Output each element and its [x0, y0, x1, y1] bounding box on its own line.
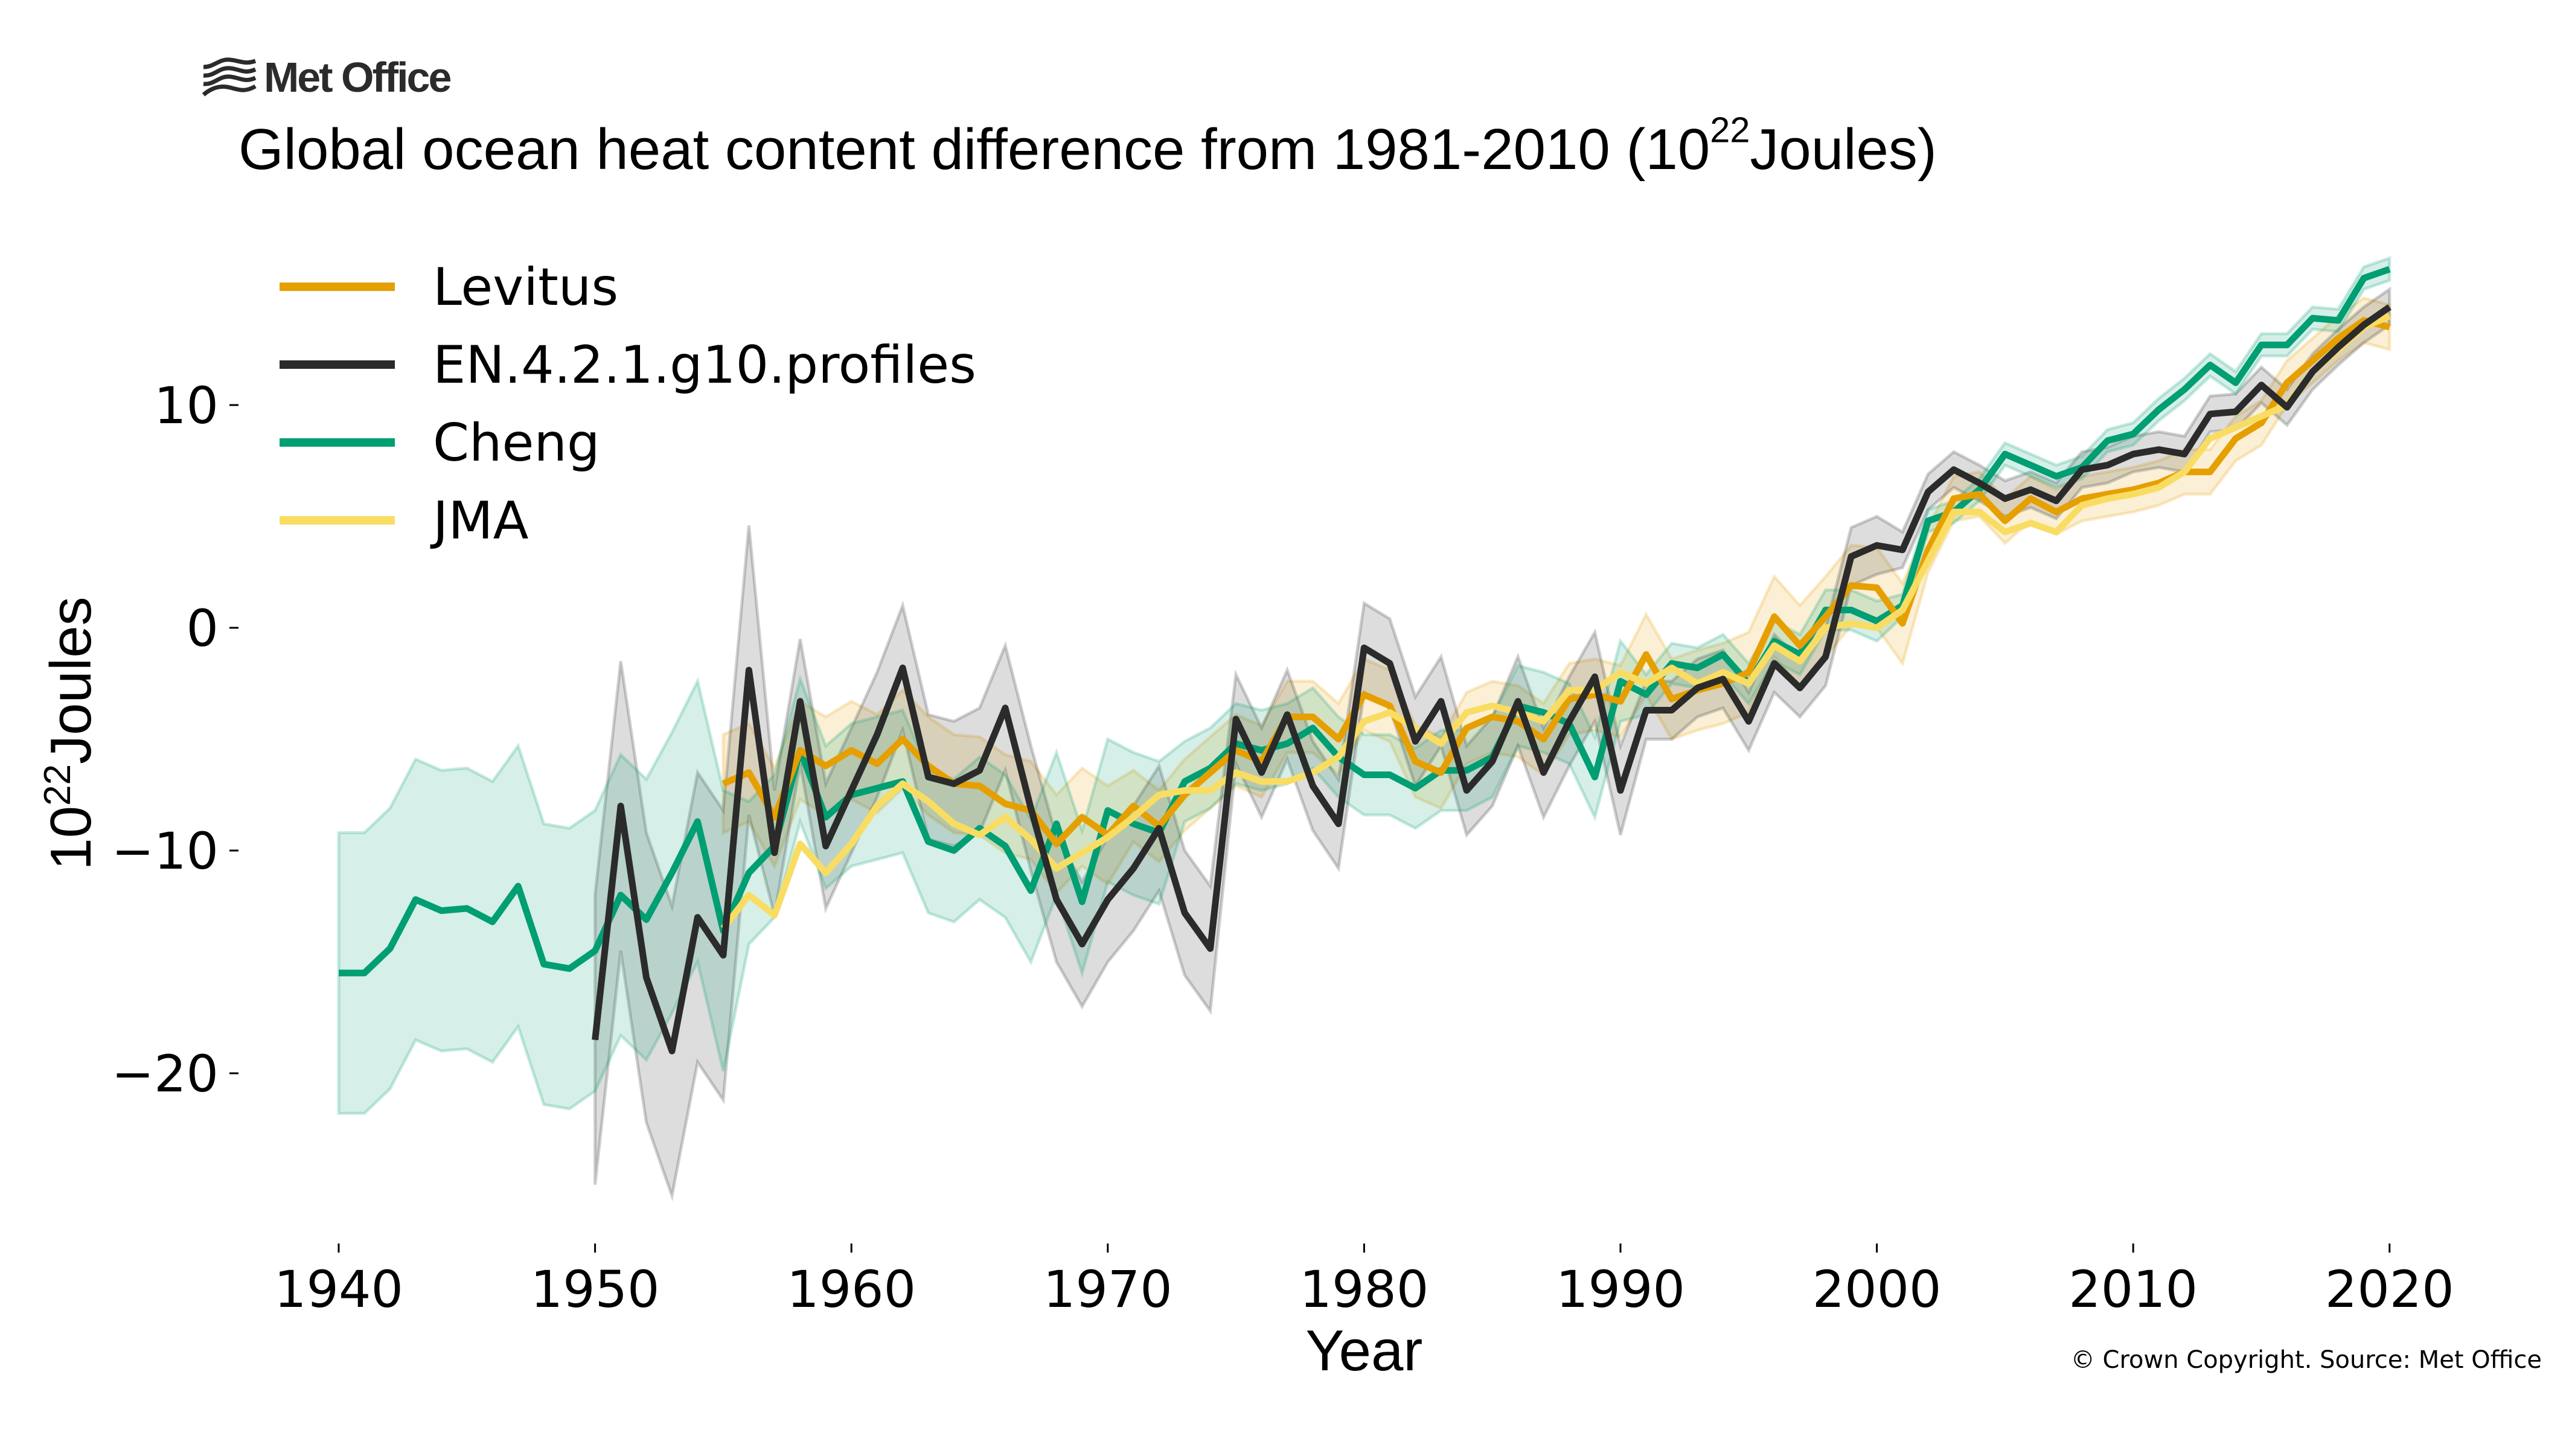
x-tick-label: 1970 [1043, 1260, 1172, 1319]
y-axis-title-exponent: 22 [37, 764, 78, 806]
series-line-levitus [721, 317, 2391, 848]
x-axis-title: Year [1305, 1318, 1422, 1383]
legend-item-jma: JMA [280, 491, 529, 551]
legend-label: JMA [430, 491, 529, 551]
y-tick-label: 0 [187, 599, 219, 658]
title-prefix: Global ocean heat content difference fro… [238, 117, 1710, 182]
legend-label: Levitus [433, 257, 618, 318]
legend-item-en-4-2-1-g10-profiles: EN.4.2.1.g10.profiles [280, 335, 976, 395]
copyright-notice: © Crown Copyright. Source: Met Office [2070, 1346, 2542, 1374]
y-axis-title-base: 10 [39, 806, 103, 870]
title-suffix: Joules) [1750, 117, 1937, 182]
title-exponent: 22 [1710, 109, 1750, 150]
legend-label: EN.4.2.1.g10.profiles [433, 335, 976, 395]
uncertainty-band-levitus [721, 296, 2391, 895]
legend-label: Cheng [433, 413, 600, 473]
y-axis-title-suffix: Joules [39, 596, 103, 764]
x-tick-label: 2000 [1812, 1260, 1942, 1319]
y-axis-title: 1022Joules [37, 596, 103, 870]
chart-title: Global ocean heat content difference fro… [238, 112, 1937, 184]
y-axis: 10 0 −10 −20 [112, 376, 238, 1103]
y-tick-label: −20 [112, 1044, 219, 1103]
series-line-cheng [339, 266, 2391, 977]
legend-item-levitus: Levitus [280, 257, 618, 318]
x-axis: 1940 1950 1960 1970 1980 1990 2000 2010 2020 [274, 1244, 2454, 1319]
x-tick-label: 2020 [2325, 1260, 2454, 1319]
series-line-en-4-2-1-g10-profiles [592, 304, 2391, 1055]
x-tick-label: 1960 [787, 1260, 916, 1319]
legend: Levitus EN.4.2.1.g10.profiles Cheng JMA [280, 257, 976, 551]
x-tick-label: 1980 [1300, 1260, 1429, 1319]
met-office-logo: Met Office [202, 53, 452, 101]
y-tick-label: −10 [112, 822, 219, 881]
x-tick-label: 1990 [1556, 1260, 1685, 1319]
series-line-jma [720, 313, 2391, 931]
y-tick-label: 10 [154, 376, 219, 435]
x-tick-label: 1940 [274, 1260, 403, 1319]
legend-item-cheng: Cheng [280, 413, 600, 473]
x-tick-label: 2010 [2068, 1260, 2198, 1319]
series-lines [339, 266, 2391, 1055]
x-tick-label: 1950 [531, 1260, 660, 1319]
met-office-waves-icon [202, 57, 257, 97]
met-office-wordmark: Met Office [264, 54, 452, 101]
